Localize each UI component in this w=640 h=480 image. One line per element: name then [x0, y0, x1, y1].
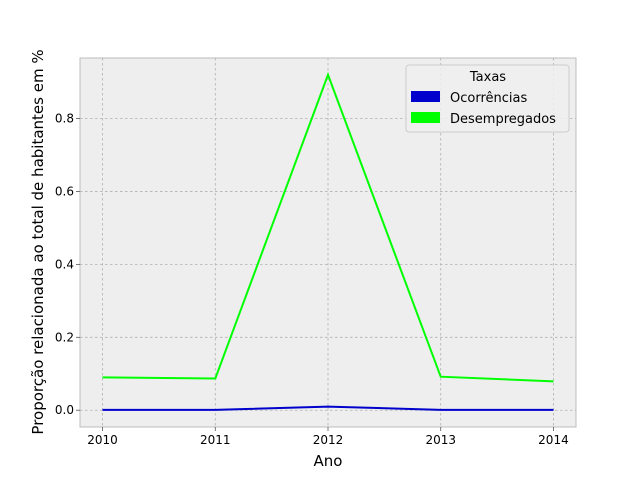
x-axis-ticks: 2010 2011 2012 2013 2014 — [87, 427, 569, 447]
x-tick-label: 2014 — [538, 433, 569, 447]
y-axis-ticks: 0.0 0.2 0.4 0.6 0.8 — [55, 112, 80, 417]
y-axis-label: Proporção relacionada ao total de habita… — [29, 49, 47, 434]
x-tick-label: 2011 — [200, 433, 231, 447]
y-tick-label: 0.4 — [55, 257, 74, 271]
legend-box — [405, 64, 570, 133]
legend: Taxas Ocorrências Desempregados — [405, 64, 570, 133]
y-tick-label: 0.2 — [55, 330, 74, 344]
x-axis-label: Ano — [314, 452, 343, 470]
x-tick-label: 2012 — [313, 433, 344, 447]
series-line-desempregados — [102, 71, 554, 383]
y-tick-label: 0.0 — [55, 403, 74, 417]
legend-label-ocorrencias: Ocorrências — [450, 91, 527, 106]
legend-swatch-desempregados — [411, 112, 440, 123]
series-lines — [102, 71, 554, 411]
y-tick-label: 0.8 — [55, 112, 74, 126]
x-tick-label: 2013 — [425, 433, 456, 447]
legend-swatch-ocorrencias — [411, 91, 440, 102]
series-line-ocorrencias — [102, 405, 554, 411]
y-tick-label: 0.6 — [55, 184, 74, 198]
legend-label-desempregados: Desempregados — [450, 112, 556, 127]
x-tick-label: 2010 — [87, 433, 118, 447]
legend-title: Taxas — [469, 70, 506, 85]
